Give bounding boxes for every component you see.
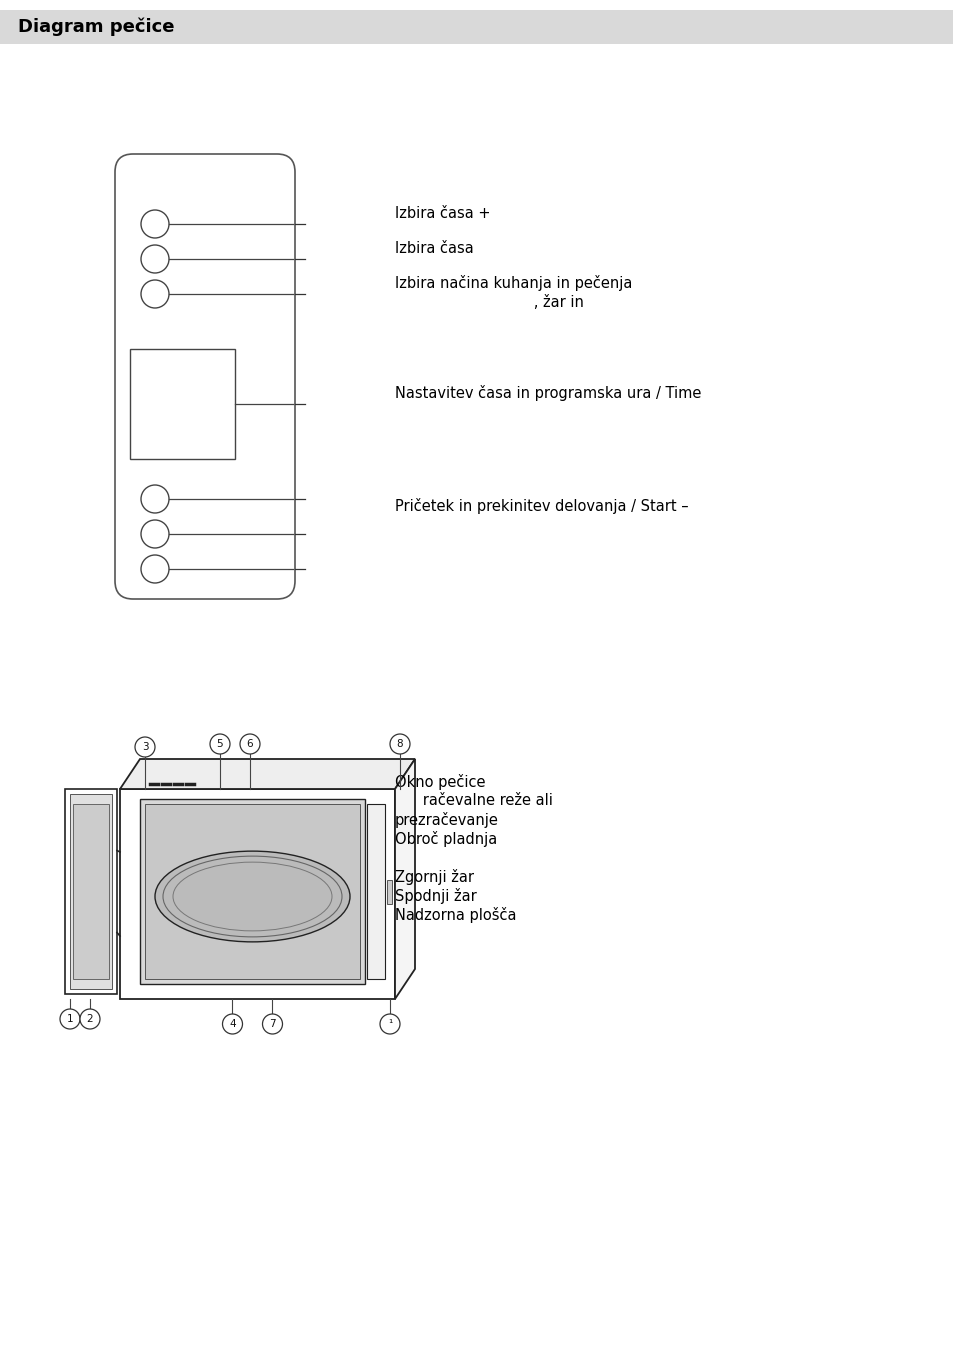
- Text: Izbira časa +: Izbira časa +: [395, 206, 490, 221]
- Text: 2: 2: [87, 1014, 93, 1024]
- Text: Obroč pladnja: Obroč pladnja: [395, 831, 497, 848]
- Circle shape: [141, 485, 169, 513]
- Text: Diagram pečice: Diagram pečice: [18, 18, 174, 37]
- Text: 7: 7: [269, 1020, 275, 1029]
- Circle shape: [390, 734, 410, 754]
- Bar: [70, 793, 112, 988]
- FancyBboxPatch shape: [115, 154, 294, 598]
- Text: 5: 5: [216, 739, 223, 749]
- Circle shape: [240, 734, 260, 754]
- Bar: [130, 349, 234, 459]
- Polygon shape: [120, 789, 395, 999]
- Text: Okno pečice: Okno pečice: [395, 774, 485, 789]
- Text: 1: 1: [67, 1014, 73, 1024]
- Circle shape: [141, 520, 169, 548]
- Bar: [387, 880, 392, 903]
- Ellipse shape: [154, 852, 350, 942]
- Text: Izbira načina kuhanja in pečenja: Izbira načina kuhanja in pečenja: [395, 275, 632, 291]
- Bar: [73, 804, 109, 979]
- Text: Spodnji žar: Spodnji žar: [395, 888, 476, 904]
- Text: Nadzorna plošča: Nadzorna plošča: [395, 907, 516, 923]
- Bar: [367, 804, 385, 979]
- Text: Zgornji žar: Zgornji žar: [395, 869, 474, 886]
- Bar: [0, 9, 953, 43]
- Bar: [145, 804, 359, 979]
- Polygon shape: [395, 760, 415, 999]
- Text: Izbira časa: Izbira časa: [395, 241, 474, 256]
- Circle shape: [141, 280, 169, 307]
- Text: Nastavitev časa in programska ura / Time: Nastavitev časa in programska ura / Time: [395, 385, 700, 401]
- Bar: [65, 789, 117, 994]
- Polygon shape: [120, 760, 415, 789]
- Text: račevalne reže ali: račevalne reže ali: [395, 793, 553, 808]
- Text: ¹: ¹: [388, 1020, 392, 1029]
- Text: 8: 8: [396, 739, 403, 749]
- Circle shape: [141, 555, 169, 584]
- Circle shape: [222, 1014, 242, 1034]
- Bar: [140, 799, 365, 984]
- Text: prezračevanje: prezračevanje: [395, 812, 498, 829]
- Text: Pričetek in prekinitev delovanja / Start –: Pričetek in prekinitev delovanja / Start…: [395, 497, 688, 513]
- Text: 4: 4: [229, 1020, 235, 1029]
- Circle shape: [210, 734, 230, 754]
- Circle shape: [141, 245, 169, 274]
- Circle shape: [262, 1014, 282, 1034]
- Text: 3: 3: [142, 742, 148, 751]
- Circle shape: [135, 737, 154, 757]
- Text: 6: 6: [247, 739, 253, 749]
- Circle shape: [80, 1009, 100, 1029]
- Circle shape: [141, 210, 169, 238]
- Text: , žar in: , žar in: [395, 295, 583, 310]
- Circle shape: [379, 1014, 399, 1034]
- Circle shape: [60, 1009, 80, 1029]
